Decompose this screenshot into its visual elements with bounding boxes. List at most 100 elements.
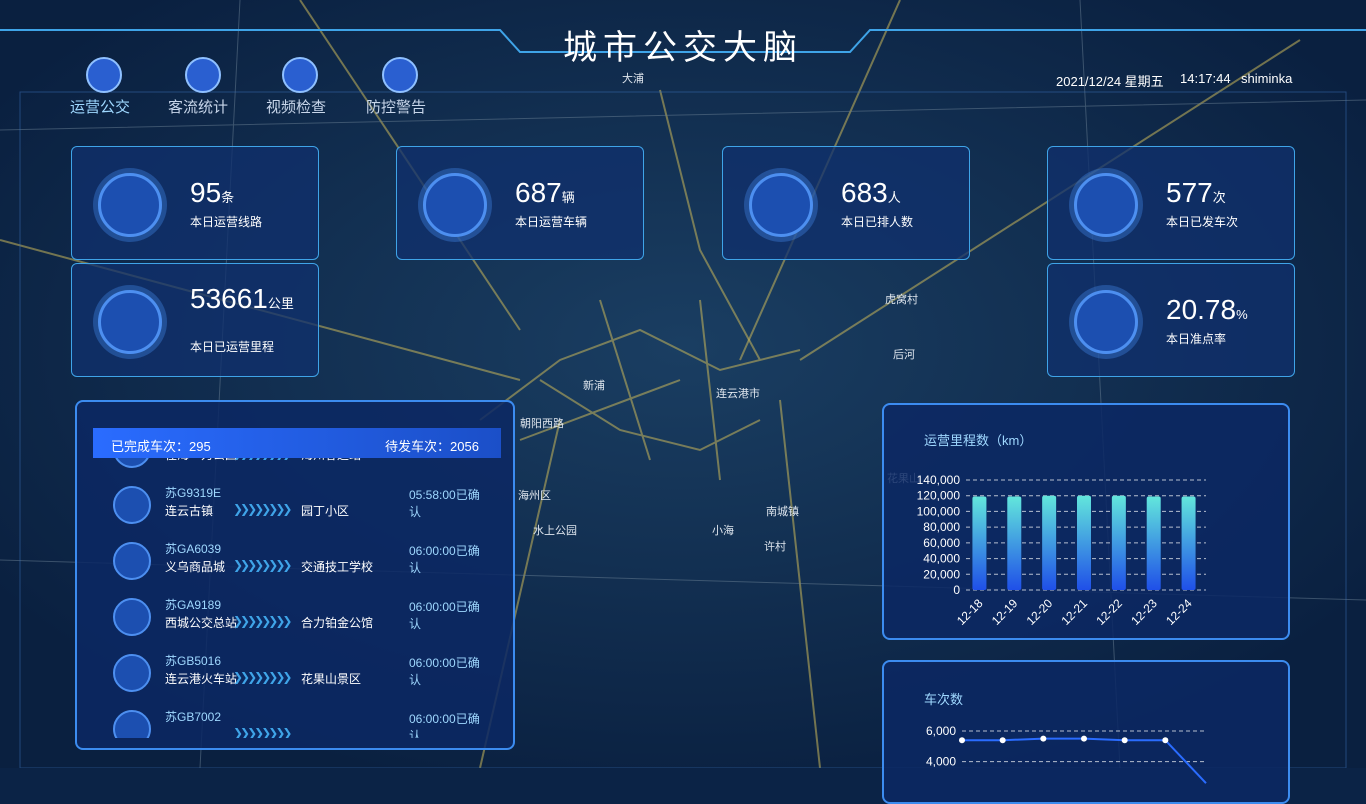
y-tick-label: 120,000 — [917, 489, 961, 503]
status: 06:00:00已确认 — [409, 544, 480, 575]
stat-label: 本日运营车辆 — [515, 215, 588, 229]
point — [1162, 737, 1169, 744]
nav-icon[interactable] — [282, 57, 318, 93]
trips-pending: 待发车次：2056 — [385, 439, 479, 454]
bus-icon — [113, 542, 151, 580]
y-tick-label: 80,000 — [923, 520, 960, 534]
from-stop: 义乌商品城 — [165, 560, 226, 574]
time: 14:17:44 — [1180, 71, 1231, 86]
map-label: 后河 — [893, 349, 915, 361]
trip-header — [93, 428, 501, 458]
from-stop: 连云古镇 — [165, 504, 214, 518]
bus-icon — [113, 458, 151, 468]
stat-unit: % — [1236, 307, 1248, 322]
stat-value: 577次 — [1166, 177, 1226, 209]
map-label: 大浦 — [622, 73, 644, 85]
stat-label: 本日已排人数 — [841, 215, 914, 229]
status: 06:00:00已确认 — [409, 712, 480, 738]
stat-number: 577 — [1166, 177, 1213, 208]
line — [962, 737, 1207, 784]
bar — [972, 496, 987, 590]
status: 06:00:00已确认 — [409, 656, 480, 687]
stat-number: 20.78 — [1166, 294, 1237, 325]
chart-title: 车次数 — [924, 692, 963, 707]
stat-value: 20.78% — [1166, 294, 1248, 326]
map-label: 朝阳西路 — [520, 418, 564, 430]
stat-icon — [749, 173, 813, 237]
stat-unit: 次 — [1212, 190, 1226, 205]
to-stop: 花果山景区 — [301, 672, 362, 686]
stat-unit: 辆 — [561, 190, 575, 205]
map-label: 小海 — [712, 525, 734, 537]
stat-unit: 公里 — [267, 296, 294, 311]
trips-done: 已完成车次：295 — [111, 439, 211, 454]
y-tick-label: 4,000 — [926, 755, 956, 769]
plate: 苏G9319E — [165, 486, 222, 500]
y-tick-label: 20,000 — [923, 567, 960, 581]
user: shiminka — [1241, 71, 1293, 86]
stat-value: 683人 — [841, 177, 901, 209]
stat-card: 687辆本日运营车辆 — [396, 146, 644, 260]
map-label: 虎窝村 — [885, 294, 918, 306]
map-label: 新浦 — [583, 380, 605, 392]
point — [959, 737, 965, 744]
stat-number: 53661 — [190, 283, 268, 314]
to-stop: 园丁小区 — [301, 504, 350, 518]
bus-icon — [113, 486, 151, 524]
nav-icon[interactable] — [185, 57, 221, 93]
to-stop: 合力铂金公馆 — [301, 616, 374, 630]
route-arrow: ❯❯❯❯❯❯❯❯ — [233, 458, 292, 460]
stat-unit: 条 — [221, 190, 235, 205]
stat-label: 本日运营线路 — [190, 215, 263, 229]
stat-icon — [1074, 290, 1138, 354]
bus-icon — [113, 710, 151, 738]
status: 05:58:00已确认 — [409, 488, 480, 519]
x-tick-label: 12-18 — [954, 596, 986, 628]
map-label: 连云港市 — [716, 388, 760, 400]
chart-title: 运营里程数（km） — [924, 433, 1032, 448]
y-tick-label: 40,000 — [923, 552, 960, 566]
plate: 苏GB5016 — [165, 654, 222, 668]
trips-chart-panel: 车次数 4,000 6,000 — [882, 660, 1290, 804]
mileage-panel: 运营里程数（km） 0 20,000 40,000 60,000 80,000 100,00… — [882, 403, 1290, 640]
plate: 苏GA9189 — [165, 598, 222, 612]
x-tick-label: 12-19 — [989, 596, 1021, 628]
stat-card: 577次 本日已发车次 — [1047, 146, 1295, 260]
stat-icon — [98, 173, 162, 237]
status: 06:00:00已确认 — [409, 600, 480, 631]
trip-list: 往海一力公园❯❯❯❯❯❯❯❯海州客运站苏G9319E连云古镇❯❯❯❯❯❯❯❯园丁… — [77, 458, 513, 738]
nav-icon[interactable] — [86, 57, 122, 93]
trip-row: 苏G9319E 连云古镇 ❯❯❯❯❯❯❯❯ 园丁小区 05:58:00已确认 — [107, 480, 487, 530]
map-label: 海州区 — [518, 490, 551, 502]
y-tick-label: 100,000 — [917, 504, 961, 518]
from-stop: 连云港火车站 — [165, 672, 238, 686]
stat-value: 687辆 — [515, 177, 575, 209]
bar — [1042, 495, 1057, 590]
stat-icon — [423, 173, 487, 237]
nav-item[interactable]: 防控警告 — [366, 99, 427, 116]
stat-icon — [1074, 173, 1138, 237]
bar — [1146, 496, 1161, 590]
x-tick-label: 12-22 — [1093, 596, 1125, 628]
nav-item[interactable]: 客流统计 — [168, 99, 229, 116]
stat-number: 683 — [841, 177, 888, 208]
to-stop: 海州客运站 — [301, 458, 361, 463]
trip-row: 苏GA9189 西城公交总站 ❯❯❯❯❯❯❯❯ 合力铂金公馆 06:00:00已确认 — [107, 592, 487, 642]
trip-row: 苏GB7002 ❯❯❯❯❯❯❯❯ 06:00:00已确认 — [107, 704, 487, 738]
y-tick-label: 60,000 — [923, 536, 960, 550]
stat-number: 95 — [190, 177, 222, 208]
nav-item[interactable]: 视频检查 — [266, 99, 327, 116]
stat-label: 本日准点率 — [1166, 332, 1227, 346]
nav-icon[interactable] — [382, 57, 418, 93]
stat-value: 53661公里 — [190, 283, 300, 317]
nav-item[interactable]: 运营公交 — [70, 99, 131, 116]
date: 2021/12/24 星期五 — [1056, 74, 1164, 89]
stat-number: 687 — [515, 177, 562, 208]
stat-unit: 人 — [887, 190, 901, 205]
x-tick-label: 12-23 — [1128, 596, 1160, 628]
route-arrow: ❯❯❯❯❯❯❯❯ — [233, 558, 292, 572]
from-stop: 西城公交总站 — [165, 616, 238, 630]
point — [999, 737, 1006, 744]
